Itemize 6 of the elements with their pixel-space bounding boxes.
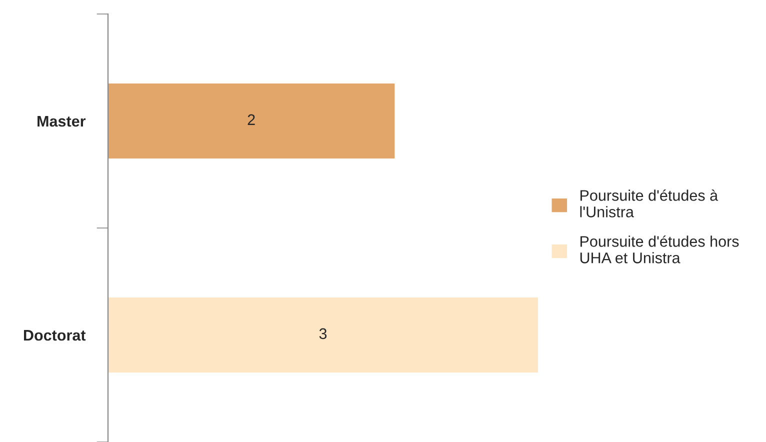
legend-label: Poursuite d'études à l'Unistra xyxy=(580,189,718,218)
data-label: 2 xyxy=(248,114,255,125)
data-label: 3 xyxy=(319,328,327,340)
legend-label: Poursuite d'études hors UHA et Unistra xyxy=(580,235,739,264)
y-tick-label: Master xyxy=(38,116,86,127)
y-tick-label: Doctorat xyxy=(24,330,86,341)
